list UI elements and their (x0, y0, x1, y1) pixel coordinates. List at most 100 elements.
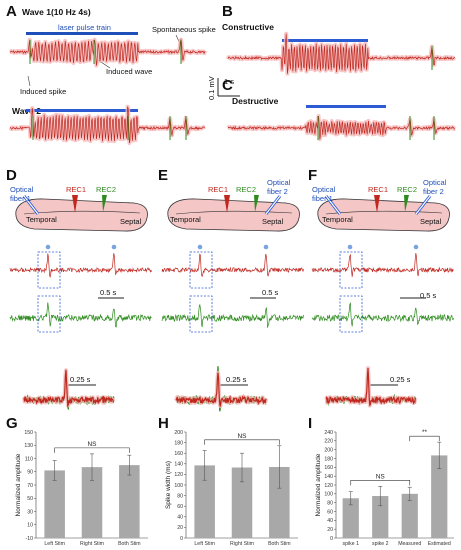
panel-label-c: C (222, 77, 233, 94)
e-rec2-label: REC2 (236, 185, 256, 194)
y-tick-label: 110 (25, 456, 33, 462)
trace-wave2 (8, 104, 207, 145)
significance-label: NS (87, 441, 97, 448)
d-rec1-label: REC1 (66, 185, 86, 194)
stim-dot (111, 244, 117, 250)
bar (372, 496, 389, 538)
x-tick-label: Left Stim (194, 541, 214, 547)
trace-line (311, 253, 454, 277)
trace-line (325, 367, 416, 406)
f-fiber1-label-b: fiber 1 (312, 194, 333, 203)
panel-label-g: G (6, 415, 18, 432)
bar (194, 465, 215, 538)
trace-line (175, 372, 267, 407)
significance-bracket (350, 480, 411, 486)
e-rec1-label: REC1 (208, 185, 228, 194)
d-fiber1-label: Optical (10, 185, 34, 194)
laser-bar-c (306, 105, 386, 108)
rec1-electrode (374, 195, 380, 213)
chart-i: 0 20 40 60 80 100 120 140 160 180 200 220 240 Normali… (315, 429, 454, 547)
recording-traces (161, 253, 304, 328)
x-tick-label: Estimated (428, 541, 451, 547)
stim-dot (263, 244, 269, 250)
f-scale1: 0.5 s (420, 291, 437, 300)
d-septal-label: Septal (120, 217, 142, 226)
panel-label-d: D (6, 167, 17, 184)
panel-label-a: A (6, 3, 17, 20)
y-tick-label: 220 (324, 439, 333, 445)
selection-box-rec1 (189, 251, 213, 289)
rec1-electrode (224, 195, 230, 213)
induced-wave-label: Induced wave (106, 67, 152, 76)
trace-destructive (226, 114, 457, 142)
f-temporal-label: Temporal (322, 215, 353, 224)
bar (269, 466, 290, 538)
x-tick-label: spike 1 (343, 541, 360, 547)
f-scale2: 0.25 s (390, 375, 411, 384)
trace-constructive (226, 31, 457, 76)
d-rec2-label: REC2 (96, 185, 116, 194)
trace-line (161, 304, 304, 328)
f-fiber2-label: Optical (423, 178, 447, 187)
bar (342, 498, 359, 538)
d-fiber1-label-b: fiber 1 (10, 194, 31, 203)
y-tick-label: 30 (27, 509, 33, 515)
y-tick-label: 0 (180, 536, 183, 542)
f-fiber2-label-b: fiber 2 (423, 187, 444, 196)
x-tick-label: Left Stim (44, 541, 64, 547)
overlay-traces (324, 366, 418, 408)
e-scale2: 0.25 s (226, 375, 247, 384)
y-tick-label: 80 (327, 500, 333, 506)
scalebar-time-label: 1 s (224, 77, 234, 86)
y-axis-label: Normalized amplitude (15, 453, 22, 516)
schematic-d (9, 195, 152, 410)
rec2-electrode (102, 195, 107, 212)
y-tick-label: 120 (324, 483, 333, 489)
panel-label-b: B (222, 3, 233, 20)
trace-line (9, 253, 152, 279)
y-tick-label: 200 (174, 430, 183, 436)
x-tick-label: Both Stim (118, 541, 141, 547)
cell-layer-line (175, 210, 293, 215)
d-scale1: 0.5 s (100, 288, 117, 297)
y-tick-label: 240 (324, 430, 333, 436)
y-tick-label: 130 (24, 443, 33, 449)
induced-spike-arrow (27, 75, 31, 87)
stim-dot (413, 244, 419, 250)
significance-bracket (409, 435, 440, 442)
selection-box-rec2 (339, 295, 363, 333)
e-fiber2-label-b: fiber 2 (267, 187, 288, 196)
stim-dot (197, 244, 203, 250)
bar (119, 465, 140, 538)
e-scale1: 0.5 s (262, 288, 279, 297)
overlay-traces (22, 368, 116, 410)
stim-dot (45, 244, 51, 250)
y-tick-label: 80 (177, 493, 183, 499)
y-tick-label: 20 (327, 527, 333, 533)
trace-line (23, 370, 115, 408)
e-fiber2-label: Optical (267, 178, 291, 187)
trace-line (161, 253, 304, 278)
schematic-f (311, 195, 454, 408)
x-tick-label: Right Stim (230, 541, 254, 547)
d-temporal-label: Temporal (26, 215, 57, 224)
y-tick-label: 40 (327, 518, 333, 524)
rec2-electrode (404, 195, 409, 212)
y-tick-label: 140 (324, 474, 333, 480)
hippocampus-shape (317, 198, 450, 232)
laser-label: laser pulse train (58, 23, 111, 32)
cell-layer-line (23, 210, 141, 215)
y-tick-label: 200 (324, 447, 333, 453)
y-tick-label: 160 (324, 465, 333, 471)
trace-line (9, 38, 206, 66)
trace-line (227, 115, 455, 140)
rec2-electrode (254, 195, 259, 212)
x-tick-label: Both Stim (268, 541, 291, 547)
trace-line (311, 301, 454, 327)
y-axis-label: Normalized amplitude (315, 453, 322, 516)
e-septal-label: Septal (262, 217, 284, 226)
trace-line (227, 33, 455, 74)
recording-traces (9, 253, 152, 328)
recording-traces (311, 253, 454, 327)
significance-bracket (54, 447, 130, 453)
